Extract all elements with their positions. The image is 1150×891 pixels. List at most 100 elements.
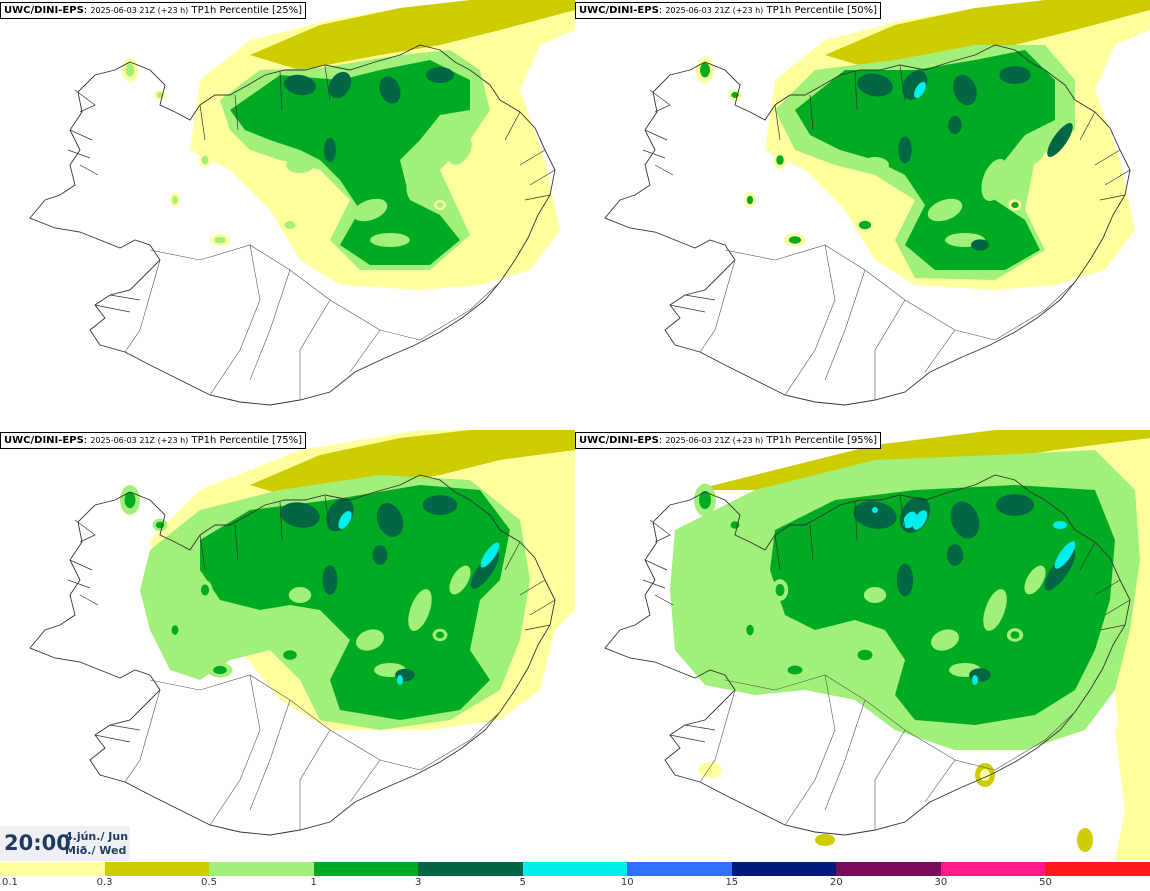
precip-cell <box>200 584 210 596</box>
run-label: 2025-06-03 21Z (+23 h) <box>90 436 189 445</box>
precip-cell <box>328 71 352 99</box>
precip-cell <box>775 584 785 596</box>
variable-name: TP1h Percentile <box>191 5 269 16</box>
precip-cell <box>284 74 316 96</box>
precip-cell <box>857 649 873 661</box>
coastline <box>29 474 556 836</box>
precip-cell <box>746 195 754 205</box>
precip-cell <box>480 542 500 568</box>
colorbar-tick-label: 1 <box>310 877 317 888</box>
valid-date-line1: 4.jún./ Jun <box>65 830 129 843</box>
precip-cell <box>283 650 297 660</box>
precip-cell <box>379 76 401 104</box>
colorbar-tick-label: 3 <box>414 877 422 888</box>
valid-date: 4.jún./ Jun Mið./ Wed <box>65 830 128 858</box>
precip-cell <box>125 63 135 77</box>
precip-cell <box>376 503 404 537</box>
run-label: 2025-06-03 21Z (+23 h) <box>665 6 764 15</box>
valid-time-box: 20:00 4.jún./ Jun Mið./ Wed <box>0 826 130 861</box>
percentile-label: [95%] <box>847 435 878 446</box>
precip-cell <box>470 551 500 589</box>
precip-cell <box>322 565 338 595</box>
precip-cell <box>397 675 403 685</box>
panel-title: UWC/DINI-EPS: 2025-06-03 21Z (+23 h) TP1… <box>575 432 882 449</box>
model-name: UWC/DINI-EPS <box>4 5 84 16</box>
precip-area <box>795 50 1055 270</box>
precip-cell <box>352 198 388 222</box>
map-panel-p50: UWC/DINI-EPS: 2025-06-03 21Z (+23 h) TP1… <box>575 0 1150 430</box>
precip-cell <box>787 665 803 675</box>
precip-cell <box>422 495 458 515</box>
run-label: 2025-06-03 21Z (+23 h) <box>90 6 189 15</box>
model-name: UWC/DINI-EPS <box>4 435 84 446</box>
precip-cell <box>858 220 872 230</box>
precip-cell <box>853 501 897 529</box>
colorbar-tick-label: 50 <box>1039 877 1052 888</box>
precip-cell <box>372 545 388 565</box>
precip-cell <box>914 81 926 99</box>
fjords <box>67 495 556 743</box>
precip-cell <box>788 236 802 244</box>
colorbar-tick-label: 0.5 <box>201 877 218 888</box>
precip-cell <box>286 157 314 173</box>
precip-map <box>29 0 575 406</box>
coastline <box>604 44 1131 406</box>
model-name: UWC/DINI-EPS <box>579 5 659 16</box>
colorbar-tick-label: 30 <box>934 877 948 888</box>
precip-cell <box>896 563 914 597</box>
precip-cell <box>861 157 889 173</box>
precip-cell <box>1077 828 1093 852</box>
precip-cell <box>408 589 432 631</box>
precip-area <box>230 60 470 265</box>
precip-area <box>1115 670 1150 860</box>
precip-map <box>604 0 1150 406</box>
precip-cell <box>950 501 980 539</box>
precip-colorbar <box>0 862 1150 876</box>
precip-cell <box>1047 123 1073 157</box>
colorbar-segment <box>627 862 733 876</box>
precip-cell <box>338 511 352 529</box>
precip-cell <box>1010 631 1020 639</box>
precip-cell <box>698 762 722 778</box>
precip-cell <box>857 73 893 97</box>
map-panel-p75: UWC/DINI-EPS: 2025-06-03 21Z (+23 h) TP1… <box>0 430 575 860</box>
map-panel-p25: UWC/DINI-EPS: 2025-06-03 21Z (+23 h) TP1… <box>0 0 575 430</box>
precip-cell <box>872 507 878 513</box>
precip-cell <box>324 138 336 162</box>
colorbar-segment <box>522 862 628 876</box>
precip-cell <box>983 589 1007 631</box>
variable-name: TP1h Percentile <box>191 435 269 446</box>
precip-cell <box>912 510 928 530</box>
precip-cell <box>435 631 445 639</box>
precip-cell <box>426 67 454 83</box>
precip-cell <box>946 544 964 566</box>
precip-cell <box>370 233 410 247</box>
colorbar-tick-label: 0.3 <box>96 877 113 888</box>
precip-cell <box>931 629 959 651</box>
precip-cell <box>406 158 434 202</box>
precip-cell <box>213 665 227 675</box>
precip-cell <box>776 155 784 165</box>
colorbar-segment <box>104 862 210 876</box>
precip-cell <box>171 625 179 635</box>
boundaries <box>699 674 1076 830</box>
panel-title: UWC/DINI-EPS: 2025-06-03 21Z (+23 h) TP1… <box>0 2 307 19</box>
panel-title: UWC/DINI-EPS: 2025-06-03 21Z (+23 h) TP1… <box>0 432 307 449</box>
precip-area <box>770 485 1115 725</box>
precip-cell <box>999 66 1031 84</box>
colorbar-tick-label: 5 <box>519 877 526 888</box>
precip-area <box>200 485 510 720</box>
precip-cell <box>1023 135 1047 165</box>
percentile-label: [50%] <box>847 5 878 16</box>
colorbar-segment <box>1045 862 1150 876</box>
precip-cell <box>972 675 978 685</box>
fjords <box>67 65 556 313</box>
colorbar-tick-label: 0.1 <box>2 877 18 888</box>
valid-time: 20:00 <box>4 831 71 855</box>
colorbar-segment <box>209 862 315 876</box>
precip-cell <box>995 494 1035 516</box>
model-name: UWC/DINI-EPS <box>579 435 659 446</box>
precip-cell <box>863 587 887 603</box>
colorbar-segment <box>418 862 524 876</box>
boundaries <box>124 674 501 830</box>
